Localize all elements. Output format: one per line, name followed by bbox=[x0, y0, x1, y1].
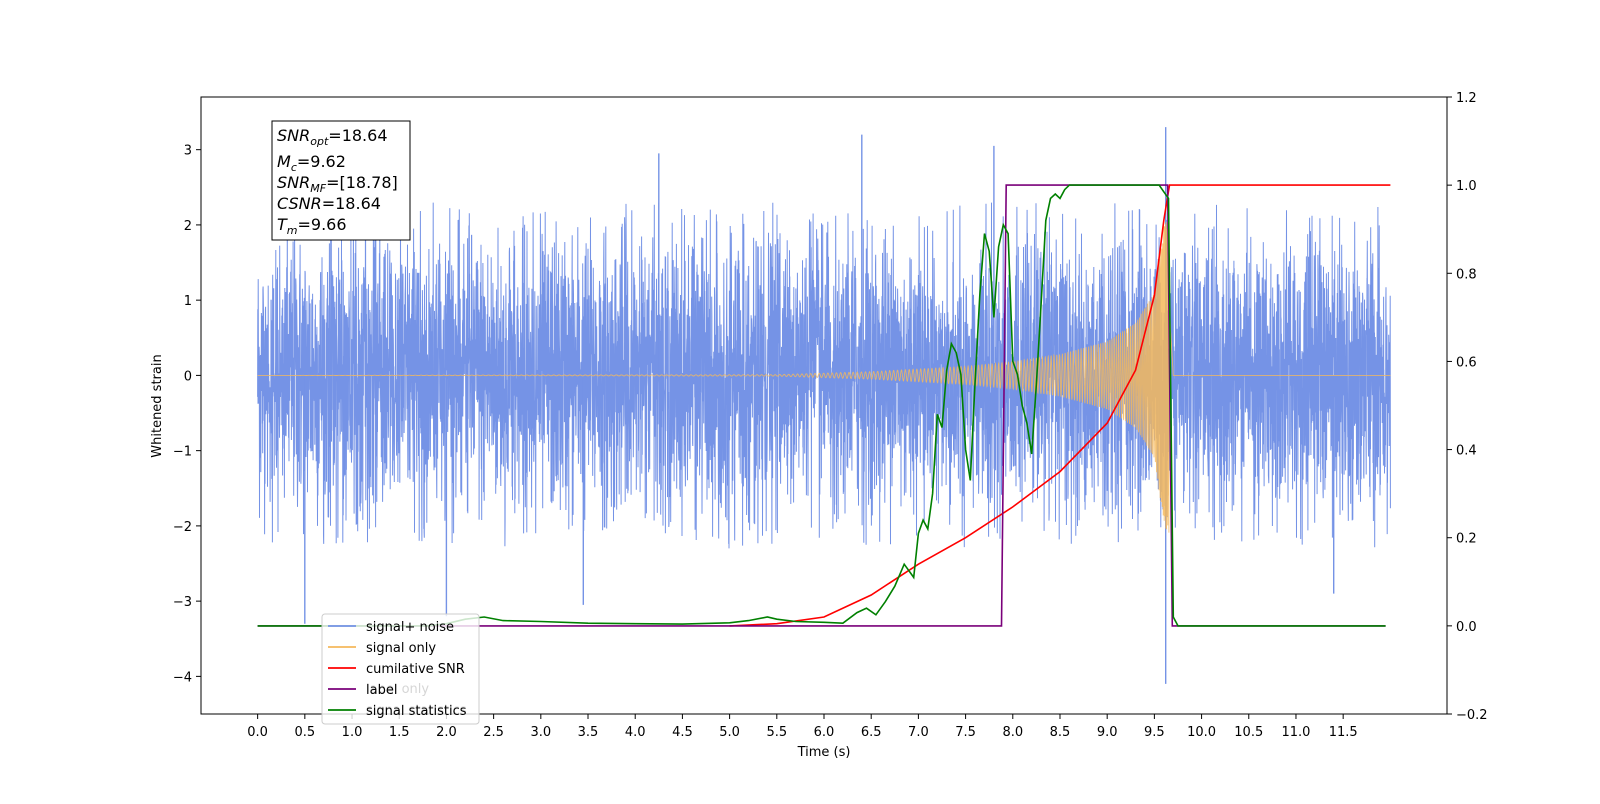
y-right-tick-label: 0.8 bbox=[1456, 267, 1477, 282]
y-right-tick-label: −0.2 bbox=[1456, 708, 1488, 723]
x-tick-label: 9.5 bbox=[1144, 725, 1165, 740]
y-right-tick-label: 1.0 bbox=[1456, 179, 1477, 194]
y-right-tick-label: 0.6 bbox=[1456, 355, 1477, 370]
x-tick-label: 11.0 bbox=[1281, 725, 1310, 740]
stat-tm: Tm=9.66 bbox=[277, 215, 347, 237]
y-axis-left: 3 2 1 0 −1 −2 −3 −4 bbox=[173, 144, 201, 685]
y-axis-label-left: Whitened strain bbox=[150, 354, 165, 457]
x-tick-label: 8.0 bbox=[1002, 725, 1023, 740]
y-left-tick-label: −3 bbox=[173, 595, 192, 610]
stat-snr-mf: SNRMF=[18.78] bbox=[277, 173, 398, 195]
legend-label: signal+ noise bbox=[366, 620, 454, 635]
y-axis-right: 1.2 1.0 0.8 0.6 0.4 0.2 0.0 −0.2 bbox=[1447, 91, 1488, 723]
legend-ghost-text: label only bbox=[366, 682, 429, 697]
y-left-tick-label: −4 bbox=[173, 670, 192, 685]
stats-annotation-box: SNRopt=18.64 Mc=9.62 SNRMF=[18.78] CSNR=… bbox=[271, 120, 411, 241]
x-tick-label: 1.5 bbox=[389, 725, 410, 740]
signal-statistics-line bbox=[257, 184, 1386, 627]
x-tick-label: 7.0 bbox=[908, 725, 929, 740]
legend-label: signal only bbox=[366, 641, 436, 656]
signal-noise-series bbox=[257, 127, 1391, 684]
stat-csnr: CSNR=18.64 bbox=[277, 194, 381, 213]
x-axis-label: Time (s) bbox=[797, 745, 851, 760]
x-tick-label: 11.5 bbox=[1329, 725, 1358, 740]
legend-label: cumilative SNR bbox=[366, 662, 465, 677]
y-left-tick-label: 2 bbox=[184, 219, 192, 234]
x-tick-label: 9.0 bbox=[1097, 725, 1118, 740]
x-tick-label: 0.0 bbox=[247, 725, 268, 740]
x-tick-label: 3.0 bbox=[530, 725, 551, 740]
x-tick-label: 3.5 bbox=[578, 725, 599, 740]
y-left-tick-label: 3 bbox=[184, 144, 192, 159]
x-tick-label: 8.5 bbox=[1050, 725, 1071, 740]
x-tick-label: 10.0 bbox=[1187, 725, 1216, 740]
x-tick-label: 0.5 bbox=[294, 725, 315, 740]
signal-only-series bbox=[257, 221, 1391, 533]
y-right-tick-label: 0.4 bbox=[1456, 444, 1477, 459]
right-axis-series bbox=[257, 184, 1391, 627]
x-tick-label: 5.5 bbox=[766, 725, 787, 740]
legend-label: label bbox=[366, 683, 397, 698]
y-left-tick-label: 1 bbox=[184, 294, 192, 309]
x-tick-label: 7.5 bbox=[955, 725, 976, 740]
y-right-tick-label: 0.2 bbox=[1456, 532, 1477, 547]
x-tick-label: 10.5 bbox=[1234, 725, 1263, 740]
stat-mc: Mc=9.62 bbox=[277, 152, 346, 174]
y-right-tick-label: 1.2 bbox=[1456, 91, 1477, 106]
legend: label only signal statistics signal+ noise… bbox=[321, 613, 480, 725]
cumulative-snr-line bbox=[729, 184, 1391, 627]
y-right-tick-label: 0.0 bbox=[1456, 620, 1477, 635]
y-left-tick-label: 0 bbox=[184, 369, 192, 384]
x-tick-label: 2.0 bbox=[436, 725, 457, 740]
legend-label: signal statistics bbox=[366, 704, 467, 719]
y-left-tick-label: −1 bbox=[173, 445, 192, 460]
x-tick-label: 5.0 bbox=[719, 725, 740, 740]
x-tick-label: 1.0 bbox=[342, 725, 363, 740]
x-tick-label: 2.5 bbox=[483, 725, 504, 740]
legend-box bbox=[321, 613, 480, 725]
x-tick-label: 6.0 bbox=[814, 725, 835, 740]
legend-ghost-text: signal statistics bbox=[366, 703, 467, 718]
x-tick-label: 4.5 bbox=[672, 725, 693, 740]
x-tick-label: 6.5 bbox=[861, 725, 882, 740]
y-left-tick-label: −2 bbox=[173, 520, 192, 535]
x-tick-label: 4.0 bbox=[625, 725, 646, 740]
x-axis: 0.0 0.5 1.0 1.5 2.0 2.5 3.0 3.5 4.0 4.5 5.0 5.5 6.0 6… bbox=[247, 714, 1358, 740]
signal-noise-line bbox=[257, 202, 1391, 549]
stat-snr-opt: SNRopt=18.64 bbox=[277, 126, 388, 148]
signal-only-line bbox=[257, 221, 1391, 533]
